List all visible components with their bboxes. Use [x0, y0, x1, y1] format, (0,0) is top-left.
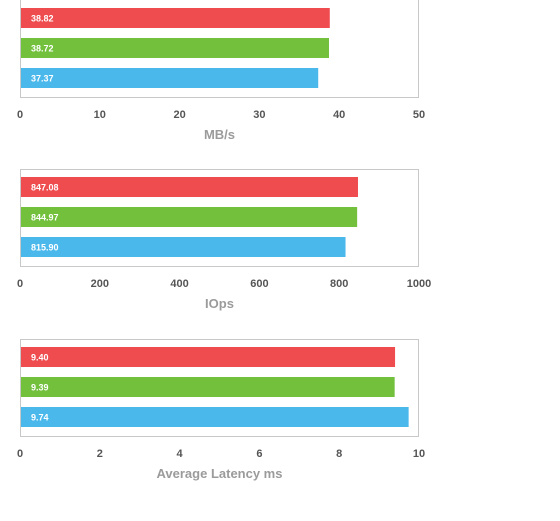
throughput-bar: [21, 8, 330, 28]
throughput-x-tick-label: 20: [173, 109, 185, 121]
iops-bar-value-label: 847.08: [31, 183, 59, 193]
iops-bar: [21, 237, 346, 257]
throughput-x-tick-label: 10: [94, 109, 106, 121]
latency-bar-value-label: 9.39: [31, 383, 49, 393]
iops-plot-frame: [20, 169, 419, 267]
iops-bar-value-label: 815.90: [31, 243, 59, 253]
latency-x-tick-label: 6: [256, 448, 262, 460]
iops-bar: [21, 207, 358, 227]
iops-x-tick-label: 0: [17, 278, 23, 290]
iops-x-tick-label: 200: [91, 278, 109, 290]
iops-x-axis-label: IOps: [205, 296, 234, 311]
iops-x-tick-label: 600: [250, 278, 268, 290]
latency-x-axis-label: Average Latency ms: [157, 466, 283, 481]
latency-bar-value-label: 9.74: [31, 413, 49, 423]
iops-x-tick-label: 1000: [407, 278, 431, 290]
latency-x-tick-label: 10: [413, 448, 425, 460]
throughput-bar-value-label: 38.72: [31, 44, 54, 54]
throughput-x-tick-label: 50: [413, 109, 425, 121]
throughput-x-tick-label: 30: [253, 109, 265, 121]
latency-bar: [21, 347, 396, 367]
throughput-bar-value-label: 38.82: [31, 14, 54, 24]
latency-x-tick-label: 4: [177, 448, 184, 460]
throughput-plot-frame: [20, 0, 419, 98]
latency-x-tick-label: 0: [17, 448, 23, 460]
latency-x-tick-label: 8: [336, 448, 342, 460]
iops-x-tick-label: 400: [170, 278, 188, 290]
latency-plot-frame: [20, 339, 419, 437]
throughput-bar: [21, 68, 319, 88]
throughput-x-tick-label: 40: [333, 109, 345, 121]
latency-bar: [21, 407, 409, 427]
latency-bar: [21, 377, 395, 397]
iops-bar-value-label: 844.97: [31, 213, 59, 223]
latency-bar-value-label: 9.40: [31, 353, 49, 363]
latency-x-tick-label: 2: [97, 448, 103, 460]
throughput-x-axis-label: MB/s: [204, 127, 235, 142]
throughput-bar: [21, 38, 329, 58]
iops-x-tick-label: 800: [330, 278, 348, 290]
throughput-bar-value-label: 37.37: [31, 74, 54, 84]
throughput-x-tick-label: 0: [17, 109, 23, 121]
iops-bar: [21, 177, 358, 197]
